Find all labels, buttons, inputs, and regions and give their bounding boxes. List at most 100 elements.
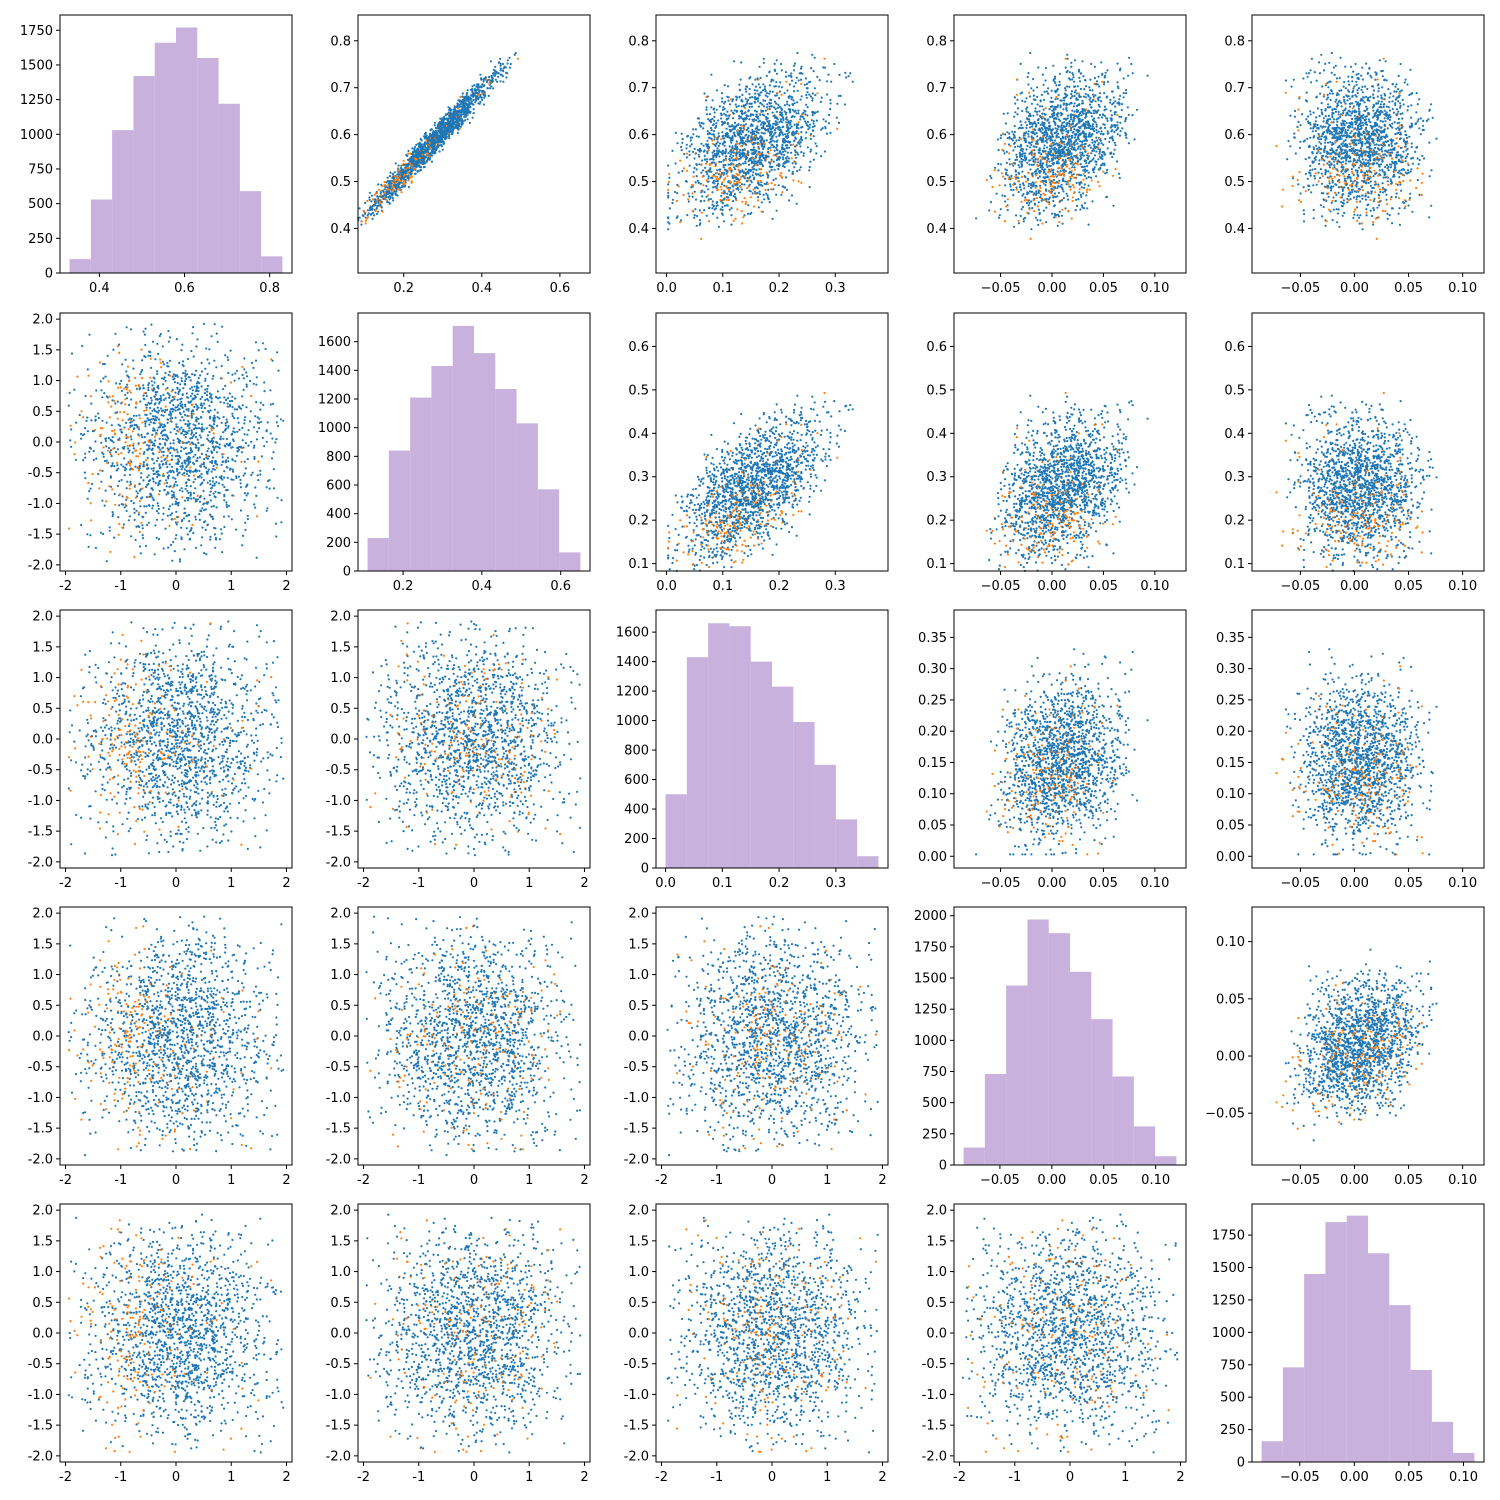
scatter-point-orange: [1011, 163, 1013, 165]
scatter-point-blue: [781, 69, 783, 71]
scatter-point-blue: [1089, 97, 1091, 99]
scatter-point-blue: [398, 165, 400, 167]
scatter-point-blue: [1125, 89, 1127, 91]
scatter-point-blue: [456, 118, 458, 120]
scatter-point-blue: [739, 89, 741, 91]
scatter-point-blue: [425, 137, 427, 139]
scatter-point-blue: [1054, 82, 1056, 84]
scatter-point-blue: [792, 134, 794, 136]
scatter-point-orange: [1081, 145, 1083, 147]
scatter-point-orange: [770, 188, 772, 190]
scatter-point-blue: [803, 155, 805, 157]
scatter-point-blue: [763, 62, 765, 64]
scatter-point-blue: [1021, 171, 1023, 173]
scatter-point-blue: [1021, 110, 1023, 112]
scatter-point-blue: [771, 169, 773, 171]
scatter-point-orange: [721, 188, 723, 190]
scatter-point-blue: [1083, 187, 1085, 189]
scatter-point-blue: [781, 126, 783, 128]
scatter-point-blue: [733, 159, 735, 161]
scatter-point-blue: [743, 137, 745, 139]
scatter-point-blue: [779, 81, 781, 83]
scatter-point-blue: [706, 140, 708, 142]
scatter-point-blue: [844, 72, 846, 74]
scatter-point-blue: [746, 100, 748, 102]
scatter-point-blue: [1054, 132, 1056, 134]
scatter-point-blue: [796, 77, 798, 79]
scatter-point-blue: [1039, 175, 1041, 177]
scatter-point-blue: [1044, 134, 1046, 136]
scatter-point-blue: [822, 118, 824, 120]
scatter-point-blue: [376, 213, 378, 215]
scatter-point-blue: [1067, 199, 1069, 201]
scatter-point-blue: [1041, 168, 1043, 170]
scatter-point-blue: [400, 172, 402, 174]
scatter-point-blue: [1130, 63, 1132, 65]
scatter-point-blue: [1001, 194, 1003, 196]
scatter-point-blue: [781, 153, 783, 155]
scatter-point-blue: [1094, 66, 1096, 68]
scatter-point-orange: [758, 143, 760, 145]
scatter-point-blue: [1083, 88, 1085, 90]
scatter-point-blue: [716, 205, 718, 207]
scatter-point-blue: [1039, 219, 1041, 221]
scatter-point-blue: [785, 140, 787, 142]
scatter-point-blue: [1038, 149, 1040, 151]
scatter-point-blue: [701, 190, 703, 192]
scatter-point-blue: [738, 151, 740, 153]
scatter-point-blue: [764, 86, 766, 88]
scatter-point-orange: [384, 192, 386, 194]
scatter-point-blue: [1100, 61, 1102, 63]
scatter-point-blue: [778, 97, 780, 99]
scatter-point-blue: [786, 147, 788, 149]
scatter-point-orange: [383, 181, 385, 183]
scatter-point-blue: [371, 209, 373, 211]
scatter-point-blue: [1014, 142, 1016, 144]
scatter-point-blue: [433, 152, 435, 154]
scatter-point-blue: [1054, 186, 1056, 188]
scatter-point-blue: [718, 226, 720, 228]
scatter-point-blue: [767, 148, 769, 150]
scatter-point-blue: [474, 101, 476, 103]
scatter-point-orange: [404, 174, 406, 176]
scatter-point-blue: [367, 214, 369, 216]
scatter-point-blue: [729, 194, 731, 196]
scatter-point-blue: [766, 106, 768, 108]
scatter-point-orange: [1072, 196, 1074, 198]
scatter-point-blue: [1019, 184, 1021, 186]
scatter-point-blue: [1007, 174, 1009, 176]
scatter-point-blue: [693, 217, 695, 219]
scatter-point-blue: [767, 194, 769, 196]
scatter-point-blue: [407, 159, 409, 161]
scatter-point-blue: [759, 193, 761, 195]
scatter-point-orange: [750, 196, 752, 198]
scatter-point-blue: [1090, 63, 1092, 65]
scatter-point-blue: [694, 214, 696, 216]
scatter-point-blue: [710, 121, 712, 123]
scatter-point-blue: [698, 154, 700, 156]
x-tick-label: 0.2: [393, 281, 414, 296]
scatter-point-orange: [738, 164, 740, 166]
scatter-point-blue: [442, 124, 444, 126]
scatter-point-blue: [729, 209, 731, 211]
scatter-point-blue: [1030, 187, 1032, 189]
scatter-point-blue: [786, 124, 788, 126]
scatter-point-blue: [773, 161, 775, 163]
scatter-point-blue: [794, 102, 796, 104]
scatter-point-blue: [736, 106, 738, 108]
scatter-point-orange: [709, 163, 711, 165]
scatter-point-blue: [720, 161, 722, 163]
scatter-point-blue: [766, 139, 768, 141]
scatter-point-blue: [469, 102, 471, 104]
scatter-point-blue: [694, 191, 696, 193]
scatter-point-blue: [389, 181, 391, 183]
scatter-point-blue: [712, 99, 714, 101]
scatter-point-blue: [751, 140, 753, 142]
scatter-point-blue: [745, 98, 747, 100]
scatter-point-orange: [1039, 187, 1041, 189]
scatter-point-orange: [767, 108, 769, 110]
scatter-point-blue: [732, 177, 734, 179]
scatter-point-blue: [1025, 97, 1027, 99]
scatter-point-blue: [396, 194, 398, 196]
scatter-point-blue: [719, 142, 721, 144]
